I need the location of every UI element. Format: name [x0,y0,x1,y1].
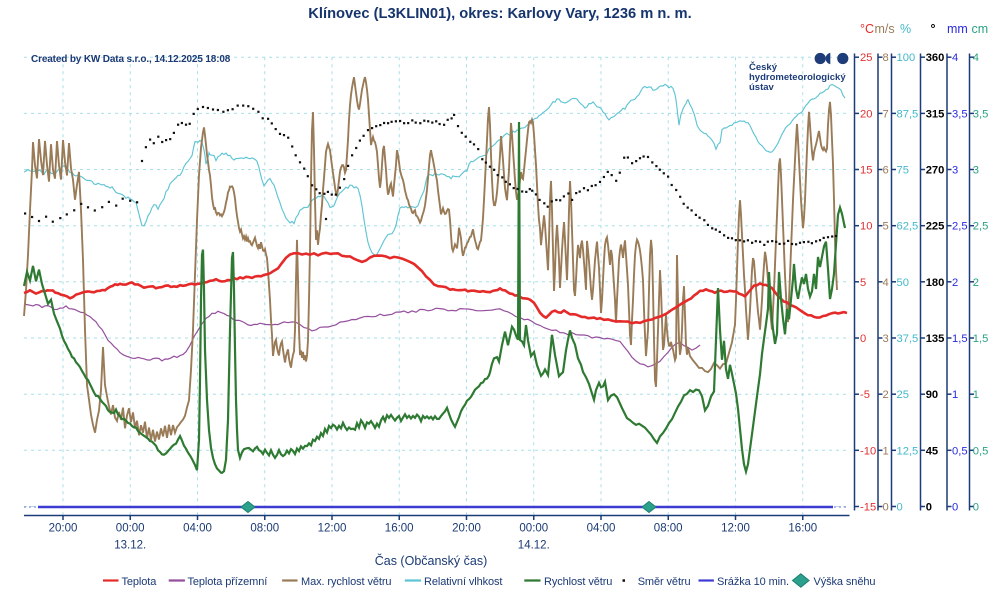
svg-text:08:00: 08:00 [654,523,683,535]
svg-text:14.12.: 14.12. [518,540,550,552]
svg-text:5: 5 [860,277,866,289]
svg-text:4: 4 [883,277,889,289]
svg-text:0: 0 [952,502,958,514]
svg-text:87,5: 87,5 [897,108,919,120]
svg-text:100: 100 [897,52,916,64]
svg-text:0: 0 [926,502,932,514]
svg-text:20:00: 20:00 [49,523,78,535]
svg-text:360: 360 [926,52,945,64]
svg-text:13.12.: 13.12. [114,540,146,552]
svg-text:50: 50 [897,277,909,289]
svg-text:2,5: 2,5 [973,221,989,233]
svg-text:0,5: 0,5 [973,445,989,457]
svg-text:180: 180 [926,277,945,289]
svg-text:12:00: 12:00 [318,523,347,535]
svg-text:Srážka 10 min.: Srážka 10 min. [717,576,789,588]
svg-text:08:00: 08:00 [250,523,279,535]
svg-text:3: 3 [952,165,958,177]
svg-text:1: 1 [973,389,979,401]
svg-text:16:00: 16:00 [385,523,414,535]
svg-text:04:00: 04:00 [183,523,212,535]
svg-text:2: 2 [952,277,958,289]
svg-text:-15: -15 [860,502,876,514]
svg-text:0: 0 [860,333,866,345]
svg-text:3,5: 3,5 [952,108,968,120]
svg-text:-5: -5 [860,389,870,401]
svg-text:75: 75 [897,165,909,177]
svg-text:m/s: m/s [875,22,895,36]
svg-text:4: 4 [973,52,979,64]
svg-text:°C: °C [860,22,874,36]
svg-text:ústav: ústav [749,82,775,93]
svg-text:Teplota: Teplota [122,576,158,588]
svg-text:6: 6 [883,165,889,177]
svg-text:cm: cm [972,22,989,36]
svg-text:12,5: 12,5 [897,445,919,457]
svg-text:Český: Český [749,61,778,73]
svg-text:5: 5 [883,221,889,233]
svg-text:2,5: 2,5 [952,221,968,233]
svg-text:Klínovec (L3KLIN01), okres: Ka: Klínovec (L3KLIN01), okres: Karlovy Vary… [308,6,691,22]
svg-text:0: 0 [897,502,903,514]
svg-text:315: 315 [926,108,945,120]
svg-text:1,5: 1,5 [973,333,989,345]
svg-text:10: 10 [860,221,872,233]
svg-text:Rychlost větru: Rychlost větru [544,576,612,588]
svg-text:-10: -10 [860,445,876,457]
svg-text:135: 135 [926,333,945,345]
svg-text:1,5: 1,5 [952,333,968,345]
svg-text:37,5: 37,5 [897,333,919,345]
svg-text:7: 7 [883,108,889,120]
svg-text:0,5: 0,5 [952,445,968,457]
svg-text:2: 2 [883,389,889,401]
svg-text:3: 3 [973,165,979,177]
svg-text:Směr větru: Směr větru [638,576,691,588]
svg-text:45: 45 [926,445,938,457]
svg-text:hydrometeorologický: hydrometeorologický [749,72,846,83]
svg-text:00:00: 00:00 [116,523,145,535]
svg-text:mm: mm [947,22,968,36]
svg-text:00:00: 00:00 [519,523,548,535]
svg-text:20:00: 20:00 [452,523,481,535]
svg-text:1: 1 [883,445,889,457]
svg-text:1: 1 [952,389,958,401]
svg-text:Výška sněhu: Výška sněhu [814,576,876,588]
svg-text:Max. rychlost větru: Max. rychlost větru [301,576,391,588]
svg-text:8: 8 [883,52,889,64]
svg-text:0: 0 [883,502,889,514]
svg-text:Created by KW Data s.r.o., 14.: Created by KW Data s.r.o., 14.12.2025 18… [31,54,231,65]
svg-text:Teplota přízemní: Teplota přízemní [188,576,268,588]
svg-text:270: 270 [926,165,945,177]
svg-text:25: 25 [860,52,872,64]
svg-text:3,5: 3,5 [973,108,989,120]
svg-text:%: % [900,22,911,36]
svg-text:90: 90 [926,389,938,401]
svg-text:225: 225 [926,221,945,233]
svg-text:62,5: 62,5 [897,221,919,233]
svg-text:Relativní vlhkost: Relativní vlhkost [424,576,502,588]
svg-text:20: 20 [860,108,872,120]
svg-text:12:00: 12:00 [721,523,750,535]
svg-text:04:00: 04:00 [587,523,616,535]
svg-text:3: 3 [883,333,889,345]
svg-text:4: 4 [952,52,958,64]
svg-text:2: 2 [973,277,979,289]
svg-text:25: 25 [897,389,909,401]
svg-text:15: 15 [860,165,872,177]
svg-text:0: 0 [973,502,979,514]
svg-text:°: ° [931,22,936,36]
svg-text:Čas (Občanský čas): Čas (Občanský čas) [375,553,488,568]
svg-text:16:00: 16:00 [788,523,817,535]
